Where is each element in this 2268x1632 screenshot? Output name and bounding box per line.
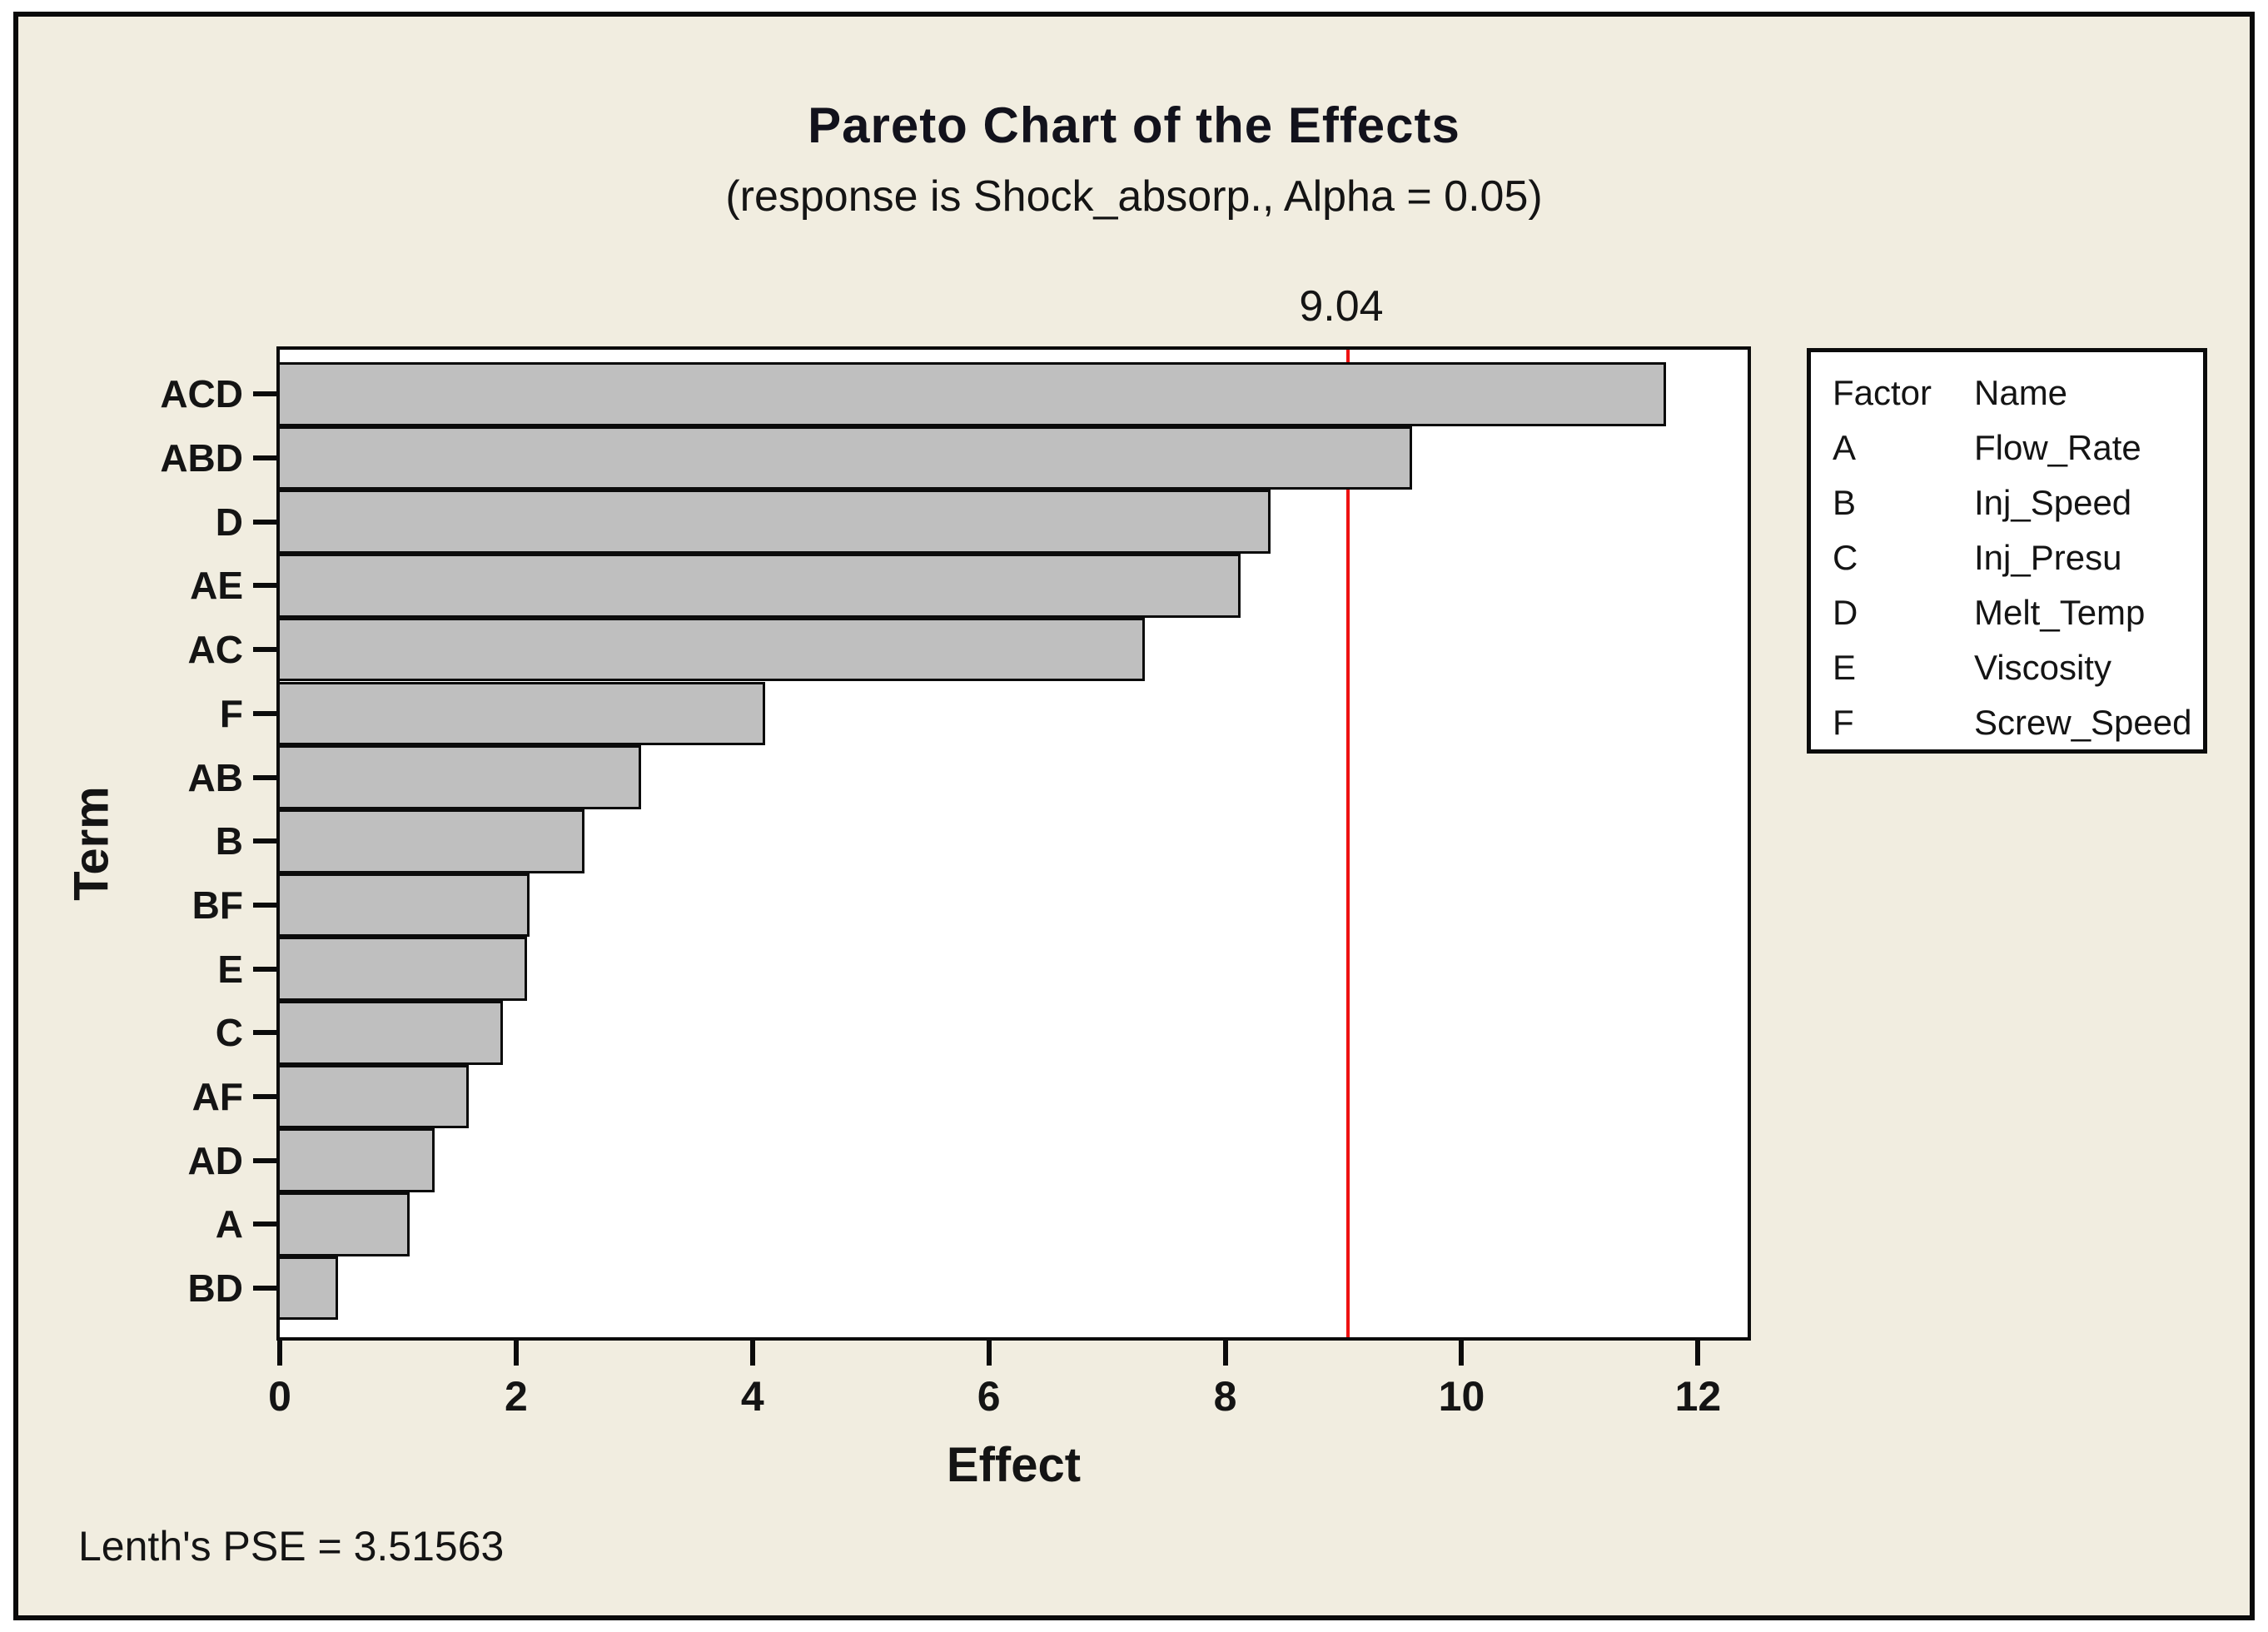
term-label-BD: BD [187,1266,243,1311]
reference-line-label: 9.04 [1299,282,1384,331]
legend-row-F: F Screw_Speed [1833,695,2203,750]
plot-area [276,346,1751,1341]
bar-F [280,681,766,746]
y-tick-AD [253,1157,276,1163]
legend-factor: A [1833,428,1857,467]
x-tick-8 [1222,1341,1228,1366]
y-tick-B [253,838,276,844]
x-tick-label-0: 0 [268,1373,291,1420]
bar-B [280,809,585,873]
bar-A [280,1192,410,1256]
x-tick-label-12: 12 [1674,1373,1722,1420]
bar-BD [280,1256,338,1321]
legend-header-name: Name [1974,373,2068,412]
term-label-AE: AE [190,564,243,608]
legend-row-E: E Viscosity [1833,640,2203,695]
x-tick-label-2: 2 [504,1373,528,1420]
y-tick-ABD [253,455,276,461]
legend-row-C: C Inj_Presu [1833,530,2203,585]
bar-BF [280,873,530,938]
x-tick-6 [986,1341,992,1366]
y-tick-ACD [253,391,276,397]
y-tick-C [253,1030,276,1036]
x-axis-title: Effect [946,1438,1082,1492]
y-tick-A [253,1222,276,1227]
x-tick-label-4: 4 [740,1373,764,1420]
term-label-ACD: ACD [160,372,243,416]
term-label-AB: AB [187,755,243,799]
term-label-A: A [215,1202,243,1246]
legend-factor: C [1833,538,1858,577]
term-label-ABD: ABD [160,436,243,480]
bar-AE [280,554,1241,618]
legend-row-D: D Melt_Temp [1833,585,2203,640]
legend-name: Inj_Presu [1974,538,2122,577]
x-tick-label-10: 10 [1438,1373,1485,1420]
chart-subtitle: (response is Shock_absorp., Alpha = 0.05… [725,172,1543,221]
term-label-AF: AF [191,1075,243,1119]
x-tick-0 [277,1341,282,1366]
chart-frame: Pareto Chart of the Effects (response is… [13,12,2255,1620]
x-tick-4 [749,1341,755,1366]
bar-E [280,937,527,1001]
legend-name: Viscosity [1974,648,2111,687]
y-tick-BF [253,902,276,908]
x-tick-label-8: 8 [1213,1373,1237,1420]
y-tick-AE [253,583,276,589]
y-tick-BD [253,1286,276,1291]
y-tick-D [253,519,276,525]
y-tick-AC [253,647,276,653]
legend-factor: D [1833,593,1858,632]
term-label-F: F [219,691,243,735]
reference-line [1346,350,1350,1337]
y-tick-E [253,966,276,972]
bar-C [280,1001,504,1065]
lenth-pse-footnote: Lenth's PSE = 3.51563 [78,1523,505,1570]
y-tick-AF [253,1094,276,1100]
bar-ACD [280,362,1667,426]
bar-D [280,490,1271,555]
term-label-C: C [215,1011,243,1055]
legend-row-B: B Inj_Speed [1833,475,2203,530]
legend-name: Inj_Speed [1974,483,2132,522]
bar-AF [280,1064,470,1129]
legend-box: Factor Name A Flow_Rate B Inj_Speed C Inj_Pres… [1807,348,2207,754]
legend-factor: E [1833,648,1857,687]
term-label-AC: AC [187,628,243,672]
legend-factor: F [1833,703,1854,742]
legend-name: Melt_Temp [1974,593,2146,632]
bar-AB [280,745,642,809]
legend-factor: B [1833,483,1857,522]
y-tick-F [253,710,276,716]
y-tick-AB [253,774,276,780]
legend-row-A: A Flow_Rate [1833,420,2203,475]
x-tick-label-6: 6 [977,1373,1001,1420]
legend-name: Flow_Rate [1974,428,2141,467]
legend-header-row: Factor Name [1833,366,2203,420]
x-tick-12 [1695,1341,1701,1366]
legend-header-factor: Factor [1833,373,1932,412]
bar-AD [280,1128,435,1193]
term-label-BF: BF [191,883,243,927]
bar-ABD [280,425,1412,490]
bar-AC [280,617,1146,682]
term-label-D: D [215,500,243,544]
term-label-B: B [215,819,243,863]
x-tick-10 [1459,1341,1465,1366]
legend-name: Screw_Speed [1974,703,2192,742]
x-tick-2 [513,1341,519,1366]
term-label-AD: AD [187,1138,243,1182]
chart-title: Pareto Chart of the Effects [808,97,1460,153]
term-label-E: E [217,947,243,991]
